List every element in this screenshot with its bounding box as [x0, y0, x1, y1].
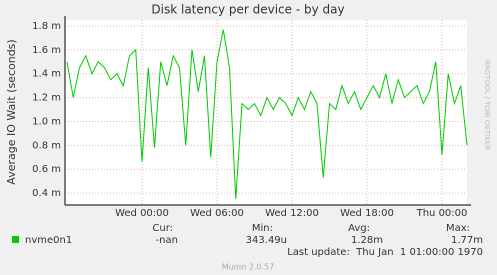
stats-value: 1.77m [451, 235, 483, 246]
y-axis-label: Average IO Wait (seconds) [5, 39, 18, 184]
side-text: RRDTOOL / TOBI OETIKER [483, 60, 491, 150]
y-tick-label: 1.6 m [32, 45, 61, 56]
stats-header: Max: [446, 223, 470, 234]
legend-swatch [12, 236, 19, 243]
y-tick-label: 1.0 m [32, 116, 61, 127]
plot-area [65, 20, 467, 205]
stats-header: Min: [252, 223, 273, 234]
data-line [66, 29, 468, 200]
chart-title: Disk latency per device - by day [151, 3, 344, 17]
x-tick-label: Wed 18:00 [340, 208, 394, 219]
x-tick-label: Wed 00:00 [115, 208, 169, 219]
footer: Munin 2.0.57 [222, 263, 274, 272]
y-tick-label: 0.8 m [32, 140, 61, 151]
stats-value: -nan [156, 235, 178, 246]
y-tick-label: 0.6 m [32, 164, 61, 175]
stats-value: 1.28m [351, 235, 383, 246]
x-tick-label: Wed 06:00 [190, 208, 244, 219]
y-tick-label: 1.2 m [32, 93, 61, 104]
stats-header: Avg: [348, 223, 370, 234]
x-tick-label: Thu 00:00 [416, 208, 468, 219]
stats-value: 343.49u [246, 235, 287, 246]
y-tick-label: 0.4 m [32, 188, 61, 199]
stats-header: Cur: [152, 223, 173, 234]
y-tick-label: 1.8 m [32, 21, 61, 32]
x-tick-label: Wed 12:00 [265, 208, 319, 219]
legend-label: nvme0n1 [25, 235, 72, 246]
last-update: Last update: Thu Jan 1 01:00:00 1970 [287, 247, 483, 258]
y-tick-label: 1.4 m [32, 69, 61, 80]
